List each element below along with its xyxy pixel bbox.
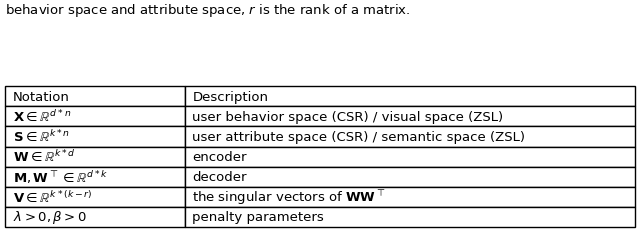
Text: $\mathbf{X} \in \mathbb{R}^{d*n}$: $\mathbf{X} \in \mathbb{R}^{d*n}$ bbox=[13, 109, 71, 125]
Text: $\mathbf{S} \in \mathbb{R}^{k*n}$: $\mathbf{S} \in \mathbb{R}^{k*n}$ bbox=[13, 129, 70, 145]
Bar bbox=[184, 87, 635, 107]
Text: user attribute space (CSR) / semantic space (ZSL): user attribute space (CSR) / semantic sp… bbox=[192, 131, 525, 143]
Bar bbox=[5, 87, 184, 107]
Bar bbox=[184, 127, 635, 147]
Bar bbox=[5, 207, 184, 227]
Text: decoder: decoder bbox=[192, 170, 247, 183]
Text: Description: Description bbox=[192, 90, 268, 104]
Text: $\lambda > 0, \beta > 0$: $\lambda > 0, \beta > 0$ bbox=[13, 208, 87, 225]
Text: user behavior space (CSR) / visual space (ZSL): user behavior space (CSR) / visual space… bbox=[192, 110, 504, 123]
Bar bbox=[5, 167, 184, 187]
Text: $\mathbf{M}, \mathbf{W}^\top \in \mathbb{R}^{d*k}$: $\mathbf{M}, \mathbf{W}^\top \in \mathbb… bbox=[13, 168, 108, 185]
Bar bbox=[5, 107, 184, 127]
Bar bbox=[5, 147, 184, 167]
Text: $\mathbf{V} \in \mathbb{R}^{k*(k-r)}$: $\mathbf{V} \in \mathbb{R}^{k*(k-r)}$ bbox=[13, 189, 92, 205]
Bar bbox=[184, 187, 635, 207]
Text: behavior space and attribute space, $r$ is the rank of a matrix.: behavior space and attribute space, $r$ … bbox=[5, 2, 410, 19]
Text: penalty parameters: penalty parameters bbox=[192, 210, 324, 223]
Text: the singular vectors of $\mathbf{WW}^\top$: the singular vectors of $\mathbf{WW}^\to… bbox=[192, 187, 386, 206]
Bar bbox=[184, 167, 635, 187]
Bar bbox=[184, 147, 635, 167]
Text: encoder: encoder bbox=[192, 150, 247, 163]
Text: Notation: Notation bbox=[13, 90, 70, 104]
Bar bbox=[5, 187, 184, 207]
Bar bbox=[184, 107, 635, 127]
Bar bbox=[184, 207, 635, 227]
Bar bbox=[5, 127, 184, 147]
Text: $\mathbf{W} \in \mathbb{R}^{k*d}$: $\mathbf{W} \in \mathbb{R}^{k*d}$ bbox=[13, 149, 76, 165]
